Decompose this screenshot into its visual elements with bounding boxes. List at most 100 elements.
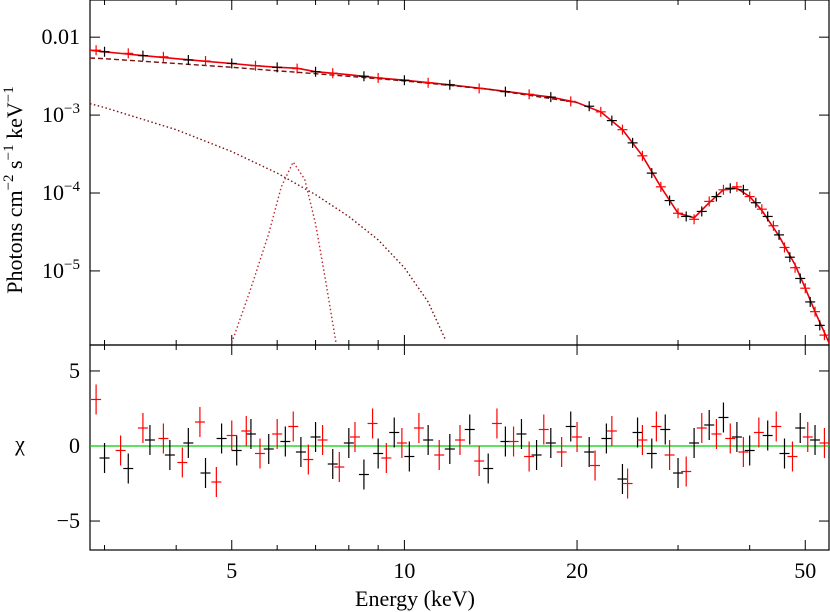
- data-point: [250, 60, 261, 71]
- model-line: [90, 57, 578, 104]
- data-point: [651, 411, 662, 442]
- data-point: [584, 101, 595, 112]
- data-point: [216, 423, 227, 454]
- data-point: [137, 412, 148, 443]
- data-point: [310, 66, 321, 77]
- data-point: [358, 459, 369, 490]
- label-part: s: [2, 160, 27, 174]
- data-point: [500, 86, 511, 97]
- data-point: [263, 433, 274, 465]
- data-point: [272, 418, 283, 450]
- data-point: [334, 452, 345, 483]
- data-point: [434, 439, 445, 471]
- data-point: [272, 62, 283, 73]
- data-point: [183, 427, 194, 459]
- data-point: [632, 417, 643, 448]
- y-tick-label: 0: [69, 433, 80, 458]
- data-point: [303, 444, 314, 475]
- plot-area: [90, 45, 829, 344]
- data-point: [399, 75, 410, 86]
- data-point: [738, 184, 749, 195]
- data-point: [689, 214, 700, 225]
- data-point: [194, 406, 205, 437]
- data-point: [689, 427, 700, 459]
- data-point: [753, 417, 764, 448]
- y-axis-title: Photons cm−2 s−1 keV−1: [1, 86, 27, 293]
- data-point: [91, 45, 102, 56]
- data-point: [524, 89, 535, 100]
- x-tick-label: 5: [226, 558, 237, 583]
- data-point: [637, 150, 648, 161]
- data-point: [483, 453, 494, 484]
- tick-exponent: −5: [64, 257, 80, 273]
- data-point: [627, 137, 638, 148]
- data-point: [389, 417, 400, 448]
- data-point: [617, 464, 628, 495]
- data-point: [617, 124, 628, 135]
- data-point: [810, 306, 821, 317]
- data-point: [317, 424, 328, 456]
- data-point: [373, 438, 384, 469]
- data-point: [91, 384, 102, 415]
- data-point: [137, 50, 148, 61]
- data-point: [565, 96, 576, 107]
- data-point: [491, 408, 502, 439]
- data-point: [795, 412, 806, 443]
- data-point: [819, 330, 829, 341]
- data-point: [779, 438, 790, 469]
- data-point: [280, 426, 291, 457]
- data-point: [373, 72, 384, 83]
- y-axis-title: χ: [14, 431, 25, 456]
- data-point: [637, 424, 648, 456]
- data-point: [474, 445, 485, 477]
- data-point: [584, 436, 595, 468]
- data-point: [349, 421, 360, 453]
- data-point: [396, 427, 407, 459]
- x-tick-label: 10: [393, 558, 415, 583]
- data-point: [646, 168, 657, 179]
- data-point: [464, 414, 475, 445]
- data-point: [696, 206, 707, 217]
- data-point: [404, 441, 415, 472]
- data-point: [226, 420, 237, 451]
- data-point: [664, 195, 675, 206]
- data-point: [413, 412, 424, 443]
- data-point: [660, 414, 671, 445]
- label-part: Photons cm: [2, 190, 27, 293]
- data-point: [531, 439, 542, 471]
- data-point: [524, 441, 535, 472]
- tick-exponent: −3: [64, 101, 80, 117]
- plot-frame: [89, 0, 830, 346]
- data-point: [343, 427, 354, 459]
- data-point: [718, 402, 729, 433]
- data-point: [779, 242, 790, 253]
- data-point: [358, 71, 369, 82]
- plot-frame: [89, 344, 830, 551]
- data-point: [508, 426, 519, 457]
- data-point: [673, 208, 684, 219]
- data-point: [565, 411, 576, 442]
- data-point: [538, 414, 549, 445]
- data-point: [673, 458, 684, 489]
- superscript: −2: [1, 174, 17, 190]
- superscript: −1: [1, 144, 17, 160]
- data-point: [123, 48, 134, 59]
- data-point: [814, 320, 825, 331]
- data-point: [572, 421, 583, 453]
- data-point: [790, 262, 801, 273]
- data-point: [381, 442, 392, 474]
- data-point: [655, 181, 666, 192]
- data-point: [762, 211, 773, 222]
- data-point: [556, 436, 567, 468]
- data-point: [810, 424, 821, 456]
- y-tick-label: 10−4: [42, 179, 80, 205]
- data-point: [711, 418, 722, 450]
- data-point: [681, 456, 692, 487]
- data-point: [254, 438, 265, 469]
- data-point: [725, 423, 736, 454]
- data-point: [183, 54, 194, 65]
- data-point: [601, 423, 612, 454]
- tick-base: −5: [57, 508, 80, 533]
